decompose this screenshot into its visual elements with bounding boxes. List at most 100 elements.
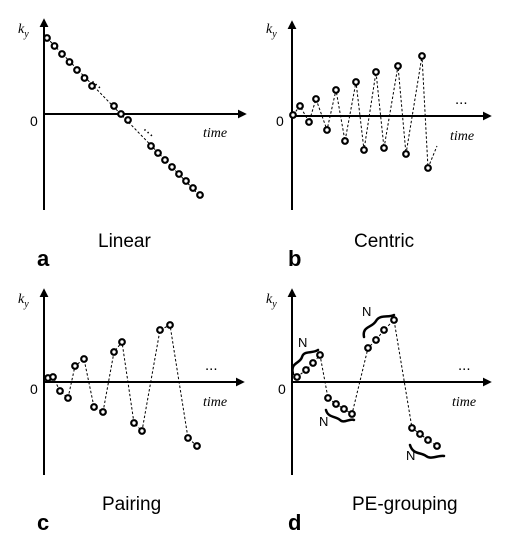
panel-a-sample-2 [50, 42, 59, 50]
panel-d-ellipsis: ... [458, 357, 471, 374]
panel-a-sample-9 [117, 110, 125, 118]
panel-a-sample-16 [182, 177, 190, 185]
panel-c-ellipsis: ... [205, 357, 218, 374]
panel-d-group-label-4: N [406, 448, 415, 463]
panel-c-x-label: time [203, 395, 227, 410]
panel-d-sample-10 [372, 336, 380, 344]
panel-a-title: Linear [98, 231, 151, 252]
panel-c-sample-12 [138, 427, 146, 435]
panel-a-sample-5 [73, 66, 81, 74]
panel-d-group-label-2: N [319, 414, 328, 429]
panel-b: ky 0 time ... Centric b [266, 20, 492, 271]
panel-c-sample-14 [166, 321, 174, 329]
panel-a-y-label: ky [18, 22, 29, 40]
panel-d-x-label: time [452, 395, 476, 410]
panel-b-sample-3 [305, 118, 313, 126]
panel-c-sample-15 [184, 434, 192, 442]
panel-d-sample-11 [380, 326, 388, 334]
panel-c-letter: c [37, 510, 49, 535]
panel-d: ky 0 time ... N N N N PE-grouping d [266, 288, 492, 535]
panel-d-sample-15 [424, 436, 432, 444]
panel-c: ky 0 time ... Pairing c [18, 288, 245, 535]
panel-b-letter: b [288, 246, 301, 271]
panel-d-samples [293, 316, 441, 450]
panel-d-brace-3 [362, 313, 396, 339]
panel-b-sample-2 [296, 102, 304, 110]
panel-d-sample-9 [364, 344, 372, 352]
panel-b-sample-4 [312, 95, 320, 103]
panel-c-sample-2 [49, 373, 57, 381]
panel-d-zero-label: 0 [278, 381, 286, 397]
panel-a-sample-12 [154, 149, 162, 157]
panel-d-letter: d [288, 510, 301, 535]
panel-b-trajectory-tail [427, 145, 438, 169]
panel-a-sample-8 [110, 102, 118, 110]
panel-d-y-label: ky [266, 292, 277, 310]
panel-c-sample-13 [156, 326, 164, 334]
panel-d-brace-2 [324, 408, 356, 423]
panel-d-sample-8 [348, 410, 356, 418]
panel-b-sample-15 [424, 164, 432, 172]
panel-d-sample-1 [293, 373, 301, 381]
panel-a-sample-17 [189, 184, 197, 192]
panel-c-title: Pairing [102, 494, 161, 515]
panel-a-sample-1 [43, 34, 51, 42]
panel-b-sample-9 [360, 146, 368, 154]
panel-d-sample-12 [390, 316, 398, 324]
panel-d-sample-16 [433, 442, 441, 450]
panel-d-group-label-3: N [362, 304, 371, 319]
panel-a-zero-label: 0 [30, 113, 38, 129]
panel-b-sample-7 [341, 137, 349, 145]
panel-a-sample-3 [58, 50, 66, 58]
panel-a-sample-13 [161, 156, 169, 164]
panel-b-sample-8 [352, 78, 360, 86]
panel-c-sample-3 [56, 387, 64, 395]
panel-c-sample-7 [90, 403, 98, 411]
panel-c-sample-4 [64, 394, 72, 402]
panel-a-sample-18 [196, 191, 204, 199]
panel-b-samples [289, 52, 432, 172]
panel-d-brace-4 [408, 443, 446, 459]
panel-b-zero-label: 0 [276, 113, 284, 129]
panel-d-sample-14 [416, 430, 424, 438]
panel-b-sample-12 [394, 62, 402, 70]
panel-c-sample-11 [130, 419, 138, 427]
panel-a-x-label: time [203, 126, 227, 141]
panel-c-zero-label: 0 [30, 381, 38, 397]
panel-d-trajectory [296, 318, 438, 447]
panel-a-sample-14 [168, 163, 176, 171]
panel-b-sample-11 [380, 144, 388, 152]
panel-c-sample-9 [110, 348, 118, 356]
panel-d-group-label-1: N [298, 335, 307, 350]
panel-d-sample-6 [332, 400, 340, 408]
panel-d-sample-13 [408, 424, 416, 432]
panel-b-sample-14 [418, 52, 426, 60]
panel-b-sample-6 [332, 86, 340, 94]
panel-a-sample-7 [88, 82, 96, 90]
panel-d-sample-5 [324, 394, 332, 402]
panel-a-sample-4 [65, 58, 74, 66]
panel-a-sample-15 [175, 170, 183, 178]
panel-a-samples [43, 34, 204, 199]
panel-d-sample-4 [316, 351, 324, 359]
panel-c-y-label: ky [18, 292, 29, 310]
panel-c-sample-16 [193, 442, 201, 450]
panel-c-samples [44, 321, 201, 450]
panel-a-letter: a [37, 246, 50, 271]
panel-d-sample-3 [309, 359, 317, 367]
panel-b-title: Centric [354, 231, 414, 252]
panel-b-sample-10 [372, 68, 380, 76]
panel-b-sample-13 [402, 150, 410, 158]
panel-a-gap-dots-lower: ... [140, 119, 161, 140]
panel-a-sample-10 [124, 116, 132, 124]
panel-b-y-label: ky [266, 22, 277, 40]
panel-d-sample-2 [302, 366, 310, 374]
panel-a-sample-6 [80, 74, 89, 82]
panel-c-sample-5 [71, 362, 79, 370]
panel-d-title: PE-grouping [352, 494, 458, 515]
panel-b-x-label: time [450, 129, 474, 144]
panel-b-ellipsis: ... [455, 91, 468, 108]
panel-a-sample-11 [147, 142, 155, 150]
panel-c-sample-10 [118, 338, 126, 346]
